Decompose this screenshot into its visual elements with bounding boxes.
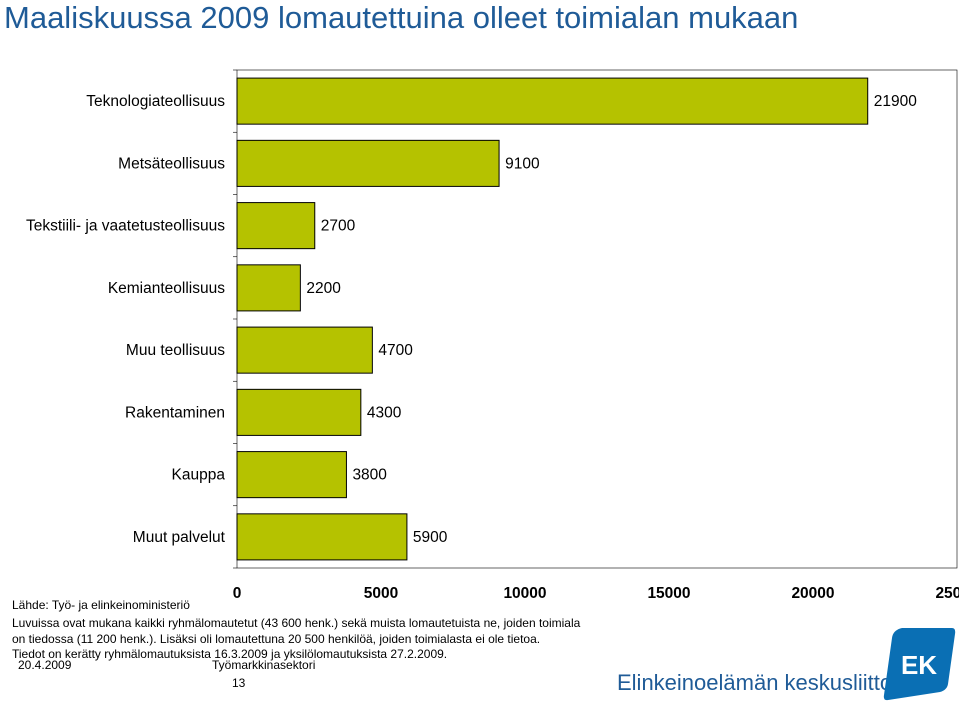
bar [236,202,316,250]
footnote-line-2: on tiedossa (11 200 henk.). Lisäksi oli … [12,632,541,646]
footer-department: Työmarkkinasektori [212,658,316,672]
data-label: 4300 [367,404,402,421]
bar [236,139,500,187]
x-tick-label: 20000 [791,585,834,602]
category-label: Kauppa [172,467,226,484]
ek-logo-icon: EK [883,628,956,701]
footer-date: 20.4.2009 [18,658,72,672]
bar [236,77,869,125]
bar [236,513,408,561]
category-label: Teknologiateollisuus [86,93,225,110]
bar [236,451,347,499]
data-label: 4700 [378,342,413,359]
logo-mark-text: EK [901,650,937,680]
bar [236,326,373,374]
bar-chart: Teknologiateollisuus 21900 Metsäteollisuus… [26,69,959,602]
footnote-line-1: Luvuissa ovat mukana kaikki ryhmälomaute… [12,616,581,630]
bar [236,388,362,436]
source-note: Lähde: Työ- ja elinkeinoministeriö [12,598,190,612]
data-label: 21900 [874,93,917,110]
category-label: Kemianteollisuus [108,280,225,297]
category-label: Tekstiili- ja vaatetusteollisuus [26,218,225,235]
data-label: 2200 [306,280,341,297]
category-label: Rakentaminen [125,404,225,421]
bar [236,264,301,312]
page-number: 13 [232,676,246,690]
logo-text: Elinkeinoelämän keskusliitto [617,670,893,695]
footnote-line-3: Tiedot on kerätty ryhmälomautuksista 16.… [12,647,448,661]
category-label: Metsäteollisuus [118,155,225,172]
data-label: 3800 [352,467,387,484]
data-label: 5900 [413,529,448,546]
category-label: Muu teollisuus [126,342,225,359]
category-label: Muut palvelut [133,529,226,546]
chart-title: Maaliskuussa 2009 lomautettuina olleet t… [4,0,799,35]
x-tick-label: 15000 [647,585,690,602]
logo-mark-shape [883,628,956,701]
x-tick-label: 10000 [503,585,546,602]
data-label: 2700 [321,218,356,235]
data-label: 9100 [505,155,540,172]
x-tick-label: 5000 [364,585,398,602]
x-tick-label: 25000 [935,585,959,602]
x-tick-label: 0 [233,585,242,602]
